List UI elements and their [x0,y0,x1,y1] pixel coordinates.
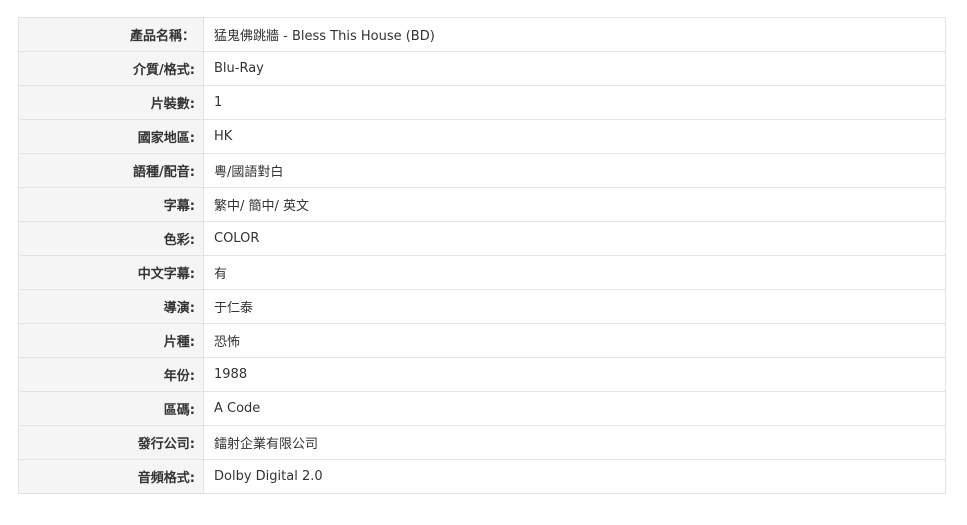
row-value: 繁中/ 簡中/ 英文 [203,187,946,222]
table-row: 導演: 于仁泰 [18,289,946,324]
row-value: 恐怖 [203,323,946,358]
row-label: 發行公司: [18,425,204,460]
table-row: 片裝數: 1 [18,85,946,120]
table-row: 語種/配音: 粵/國語對白 [18,153,946,188]
row-label: 導演: [18,289,204,324]
table-row: 產品名稱： 猛鬼佛跳牆 - Bless This House (BD) [18,17,946,52]
row-label: 年份: [18,357,204,392]
row-label: 介質/格式: [18,51,204,86]
row-value: 鐳射企業有限公司 [203,425,946,460]
row-value: A Code [203,391,946,426]
table-row: 介質/格式: Blu-Ray [18,51,946,86]
row-value: 有 [203,255,946,290]
table-row: 國家地區: HK [18,119,946,154]
row-value: 1988 [203,357,946,392]
row-label: 片裝數: [18,85,204,120]
row-value: 粵/國語對白 [203,153,946,188]
table-row: 字幕: 繁中/ 簡中/ 英文 [18,187,946,222]
row-label: 音頻格式: [18,459,204,494]
table-row: 年份: 1988 [18,357,946,392]
row-value: Blu-Ray [203,51,946,86]
row-label: 產品名稱： [18,17,204,52]
table-row: 片種: 恐怖 [18,323,946,358]
row-label: 中文字幕: [18,255,204,290]
table-row: 中文字幕: 有 [18,255,946,290]
row-label: 語種/配音: [18,153,204,188]
row-label: 區碼: [18,391,204,426]
row-label: 片種: [18,323,204,358]
row-value: 于仁泰 [203,289,946,324]
table-row: 區碼: A Code [18,391,946,426]
table-row: 發行公司: 鐳射企業有限公司 [18,425,946,460]
table-row: 音頻格式: Dolby Digital 2.0 [18,459,946,494]
row-value: HK [203,119,946,154]
product-details-body: 產品名稱： 猛鬼佛跳牆 - Bless This House (BD) 介質/格式:… [18,17,946,494]
row-label: 字幕: [18,187,204,222]
row-value: COLOR [203,221,946,256]
row-value: 猛鬼佛跳牆 - Bless This House (BD) [203,17,946,52]
row-label: 色彩: [18,221,204,256]
product-details-table: 產品名稱： 猛鬼佛跳牆 - Bless This House (BD) 介質/格式:… [18,17,946,494]
row-value: 1 [203,85,946,120]
row-value: Dolby Digital 2.0 [203,459,946,494]
row-label: 國家地區: [18,119,204,154]
table-row: 色彩: COLOR [18,221,946,256]
